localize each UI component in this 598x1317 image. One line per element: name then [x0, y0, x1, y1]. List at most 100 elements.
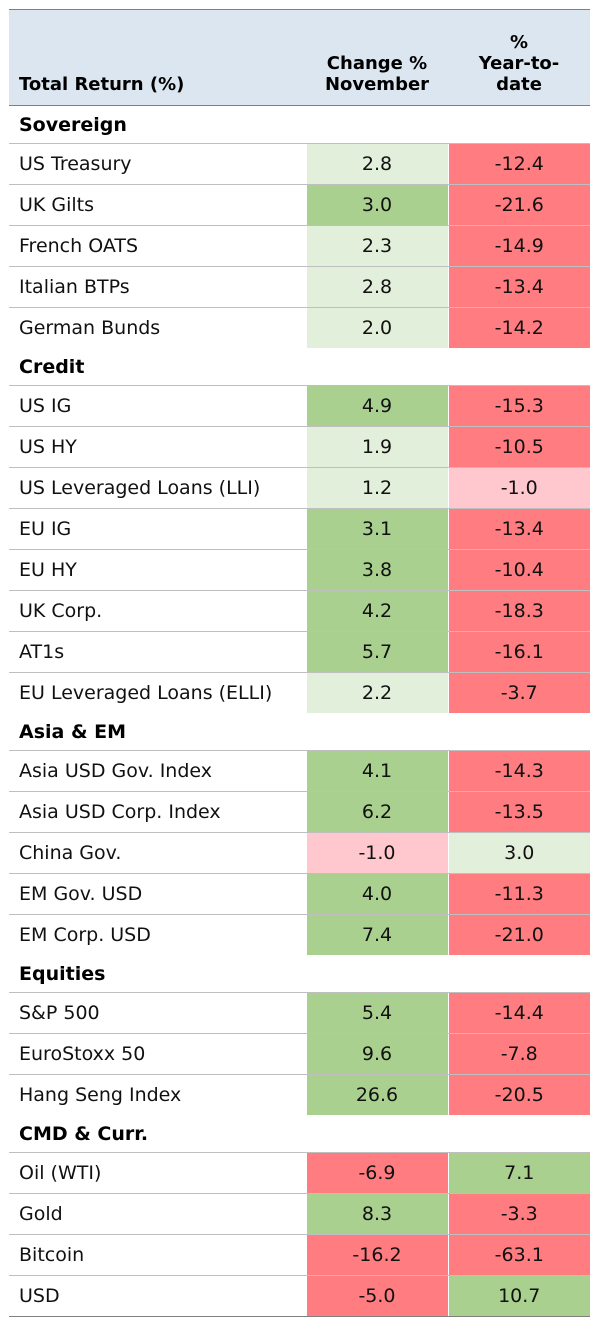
- table-row: US Leveraged Loans (LLI) 1.2 -1.0: [9, 467, 590, 509]
- row-label: US HY: [9, 426, 306, 468]
- table-row: Oil (WTI) -6.9 7.1: [9, 1152, 590, 1194]
- row-label: Italian BTPs: [9, 266, 306, 308]
- row-label: Oil (WTI): [9, 1152, 306, 1194]
- table-row: China Gov. -1.0 3.0: [9, 832, 590, 874]
- ytd-change-cell: 7.1: [447, 1152, 590, 1194]
- november-change-cell: 7.4: [305, 914, 448, 955]
- november-change-cell: 2.8: [305, 266, 448, 308]
- ytd-change-cell: -14.9: [447, 225, 590, 267]
- november-change-cell: 3.0: [305, 184, 448, 226]
- november-change-cell: 8.3: [305, 1193, 448, 1235]
- section-row: Credit: [9, 348, 590, 386]
- november-change-cell: 3.1: [305, 508, 448, 550]
- ytd-change-cell: -13.5: [447, 791, 590, 833]
- november-change-cell: 3.8: [305, 549, 448, 591]
- november-change-cell: 1.2: [305, 467, 448, 509]
- table-row: EM Gov. USD 4.0 -11.3: [9, 873, 590, 915]
- november-change-cell: -16.2: [305, 1234, 448, 1276]
- section-title: Asia & EM: [9, 713, 590, 751]
- header-total-return: Total Return (%): [9, 9, 306, 106]
- november-change-cell: 1.9: [305, 426, 448, 468]
- table-row: EU HY 3.8 -10.4: [9, 549, 590, 591]
- ytd-change-cell: -10.5: [447, 426, 590, 468]
- row-label: Asia USD Gov. Index: [9, 750, 306, 792]
- row-label: EuroStoxx 50: [9, 1033, 306, 1075]
- ytd-change-cell: -10.4: [447, 549, 590, 591]
- november-change-cell: -1.0: [305, 832, 448, 874]
- row-label: UK Corp.: [9, 590, 306, 632]
- row-label: EU IG: [9, 508, 306, 550]
- section-title: CMD & Curr.: [9, 1115, 590, 1153]
- table-row: UK Gilts 3.0 -21.6: [9, 184, 590, 226]
- table-row: UK Corp. 4.2 -18.3: [9, 590, 590, 632]
- november-change-cell: 4.9: [305, 385, 448, 427]
- ytd-change-cell: -18.3: [447, 590, 590, 632]
- total-return-table: Total Return (%) Change % November % Year-…: [9, 9, 590, 1317]
- row-label: US Leveraged Loans (LLI): [9, 467, 306, 509]
- table-row: Italian BTPs 2.8 -13.4: [9, 266, 590, 308]
- ytd-change-cell: -14.4: [447, 992, 590, 1034]
- row-label: AT1s: [9, 631, 306, 673]
- november-change-cell: 5.4: [305, 992, 448, 1034]
- row-label: Bitcoin: [9, 1234, 306, 1276]
- november-change-cell: 6.2: [305, 791, 448, 833]
- table-row: Hang Seng Index 26.6 -20.5: [9, 1074, 590, 1115]
- table-row: S&P 500 5.4 -14.4: [9, 992, 590, 1034]
- row-label: EM Gov. USD: [9, 873, 306, 915]
- table-row: German Bunds 2.0 -14.2: [9, 307, 590, 348]
- row-label: UK Gilts: [9, 184, 306, 226]
- table-row: US IG 4.9 -15.3: [9, 385, 590, 427]
- ytd-change-cell: -21.6: [447, 184, 590, 226]
- ytd-change-cell: -3.7: [447, 672, 590, 713]
- table-body: Sovereign US Treasury 2.8 -12.4 UK Gilts 3.0-…: [9, 105, 590, 1317]
- table-row: Bitcoin -16.2 -63.1: [9, 1234, 590, 1276]
- november-change-cell: -6.9: [305, 1152, 448, 1194]
- section-row: Equities: [9, 955, 590, 993]
- row-label: EM Corp. USD: [19, 924, 151, 946]
- table-row: EU Leveraged Loans (ELLI) 2.2 -3.7: [9, 672, 590, 713]
- table-row: French OATS 2.3 -14.9: [9, 225, 590, 267]
- ytd-change-cell: -16.1: [447, 631, 590, 673]
- section-row: Sovereign: [9, 105, 590, 144]
- table-row: EM Corp. USD 7.4 -21.0: [9, 914, 590, 955]
- table-row: US Treasury 2.8 -12.4: [9, 143, 590, 185]
- table-row: Asia USD Gov. Index 4.1 -14.3: [9, 750, 590, 792]
- table-row: Gold 8.3 -3.3: [9, 1193, 590, 1235]
- ytd-change-cell: -1.0: [447, 467, 590, 509]
- november-change-cell: 2.3: [305, 225, 448, 267]
- table-header-row: Total Return (%) Change % November % Year-…: [9, 9, 590, 106]
- ytd-change-cell: -15.3: [447, 385, 590, 427]
- row-label: EU Leveraged Loans (ELLI): [19, 682, 273, 704]
- ytd-change-cell: 3.0: [447, 832, 590, 874]
- ytd-change-cell: -14.2: [447, 307, 590, 348]
- table-row: Asia USD Corp. Index 6.2 -13.5: [9, 791, 590, 833]
- row-label: Gold: [9, 1193, 306, 1235]
- row-label: Hang Seng Index: [19, 1084, 182, 1106]
- header-year-to-date: % Year-to-date: [448, 9, 590, 106]
- november-change-cell: 2.8: [305, 143, 448, 185]
- ytd-change-cell: -14.3: [447, 750, 590, 792]
- ytd-change-cell: -13.4: [447, 266, 590, 308]
- november-change-cell: 2.2: [305, 672, 448, 713]
- section-title: Sovereign: [9, 105, 590, 144]
- section-title: Credit: [9, 348, 590, 386]
- november-change-cell: 2.0: [305, 307, 448, 348]
- header-change-november: Change % November: [306, 9, 448, 106]
- row-label: Asia USD Corp. Index: [9, 791, 306, 833]
- november-change-cell: 4.0: [305, 873, 448, 915]
- section-title: Equities: [9, 955, 590, 993]
- table-row: AT1s 5.7 -16.1: [9, 631, 590, 673]
- ytd-change-cell: -21.0: [447, 914, 590, 955]
- ytd-change-cell: -12.4: [447, 143, 590, 185]
- row-label: S&P 500: [9, 992, 306, 1034]
- row-label: China Gov.: [9, 832, 306, 874]
- november-change-cell: 9.6: [305, 1033, 448, 1075]
- row-label: US Treasury: [9, 143, 306, 185]
- row-label: German Bunds: [19, 317, 161, 339]
- row-label: EU HY: [9, 549, 306, 591]
- ytd-change-cell: -13.4: [447, 508, 590, 550]
- ytd-change-cell: -20.5: [447, 1074, 590, 1115]
- row-label: US IG: [9, 385, 306, 427]
- november-change-cell: 26.6: [305, 1074, 448, 1115]
